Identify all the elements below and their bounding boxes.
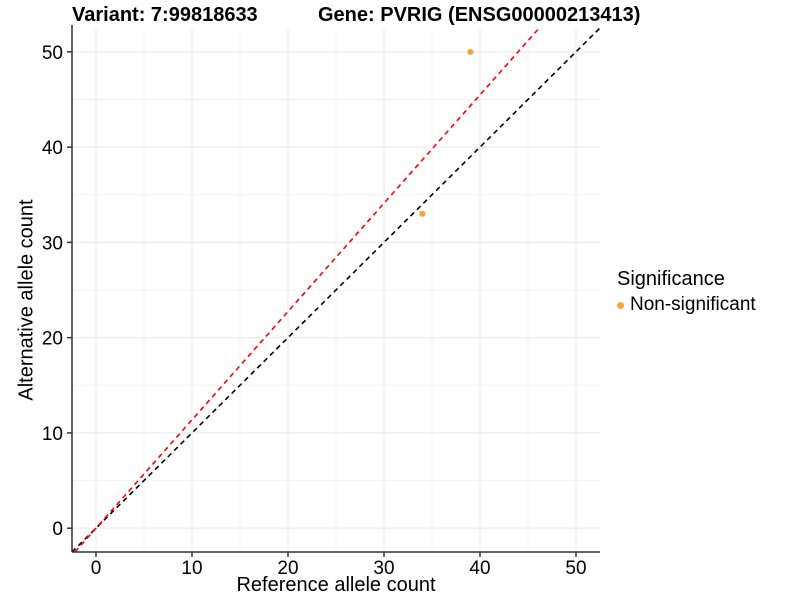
y-tick-labels: 0 10 20 30 40 50: [42, 43, 63, 540]
svg-text:40: 40: [42, 138, 63, 159]
gridlines-minor: [72, 28, 600, 552]
svg-text:0: 0: [91, 558, 102, 579]
axis-lines: [71, 25, 600, 553]
tick-marks: [67, 51, 577, 557]
plot-title-variant: Variant: 7:99818633: [72, 4, 258, 26]
svg-text:0: 0: [52, 519, 63, 540]
svg-text:10: 10: [42, 424, 63, 445]
x-tick-labels: 0 10 20 30 40 50: [91, 558, 587, 579]
plot-title-gene: Gene: PVRIG (ENSG00000213413): [318, 4, 641, 26]
svg-text:50: 50: [565, 558, 586, 579]
legend: Significance Non-significant: [617, 268, 756, 316]
gridlines-major: [72, 28, 600, 552]
svg-text:40: 40: [469, 558, 490, 579]
legend-item-label: Non-significant: [630, 294, 756, 315]
svg-text:30: 30: [42, 233, 63, 254]
svg-text:20: 20: [277, 558, 298, 579]
x-axis-title: Reference allele count: [236, 574, 436, 596]
legend-item-non-significant: Non-significant: [617, 294, 756, 316]
reference-lines: [71, 27, 601, 553]
legend-title: Significance: [617, 268, 725, 290]
legend-key-dot-icon: [617, 301, 624, 309]
svg-text:30: 30: [373, 558, 394, 579]
data-points: [419, 48, 474, 217]
svg-text:20: 20: [42, 329, 63, 350]
svg-text:10: 10: [181, 558, 202, 579]
svg-text:50: 50: [42, 43, 63, 64]
y-axis-title: Alternative allele count: [15, 199, 38, 401]
